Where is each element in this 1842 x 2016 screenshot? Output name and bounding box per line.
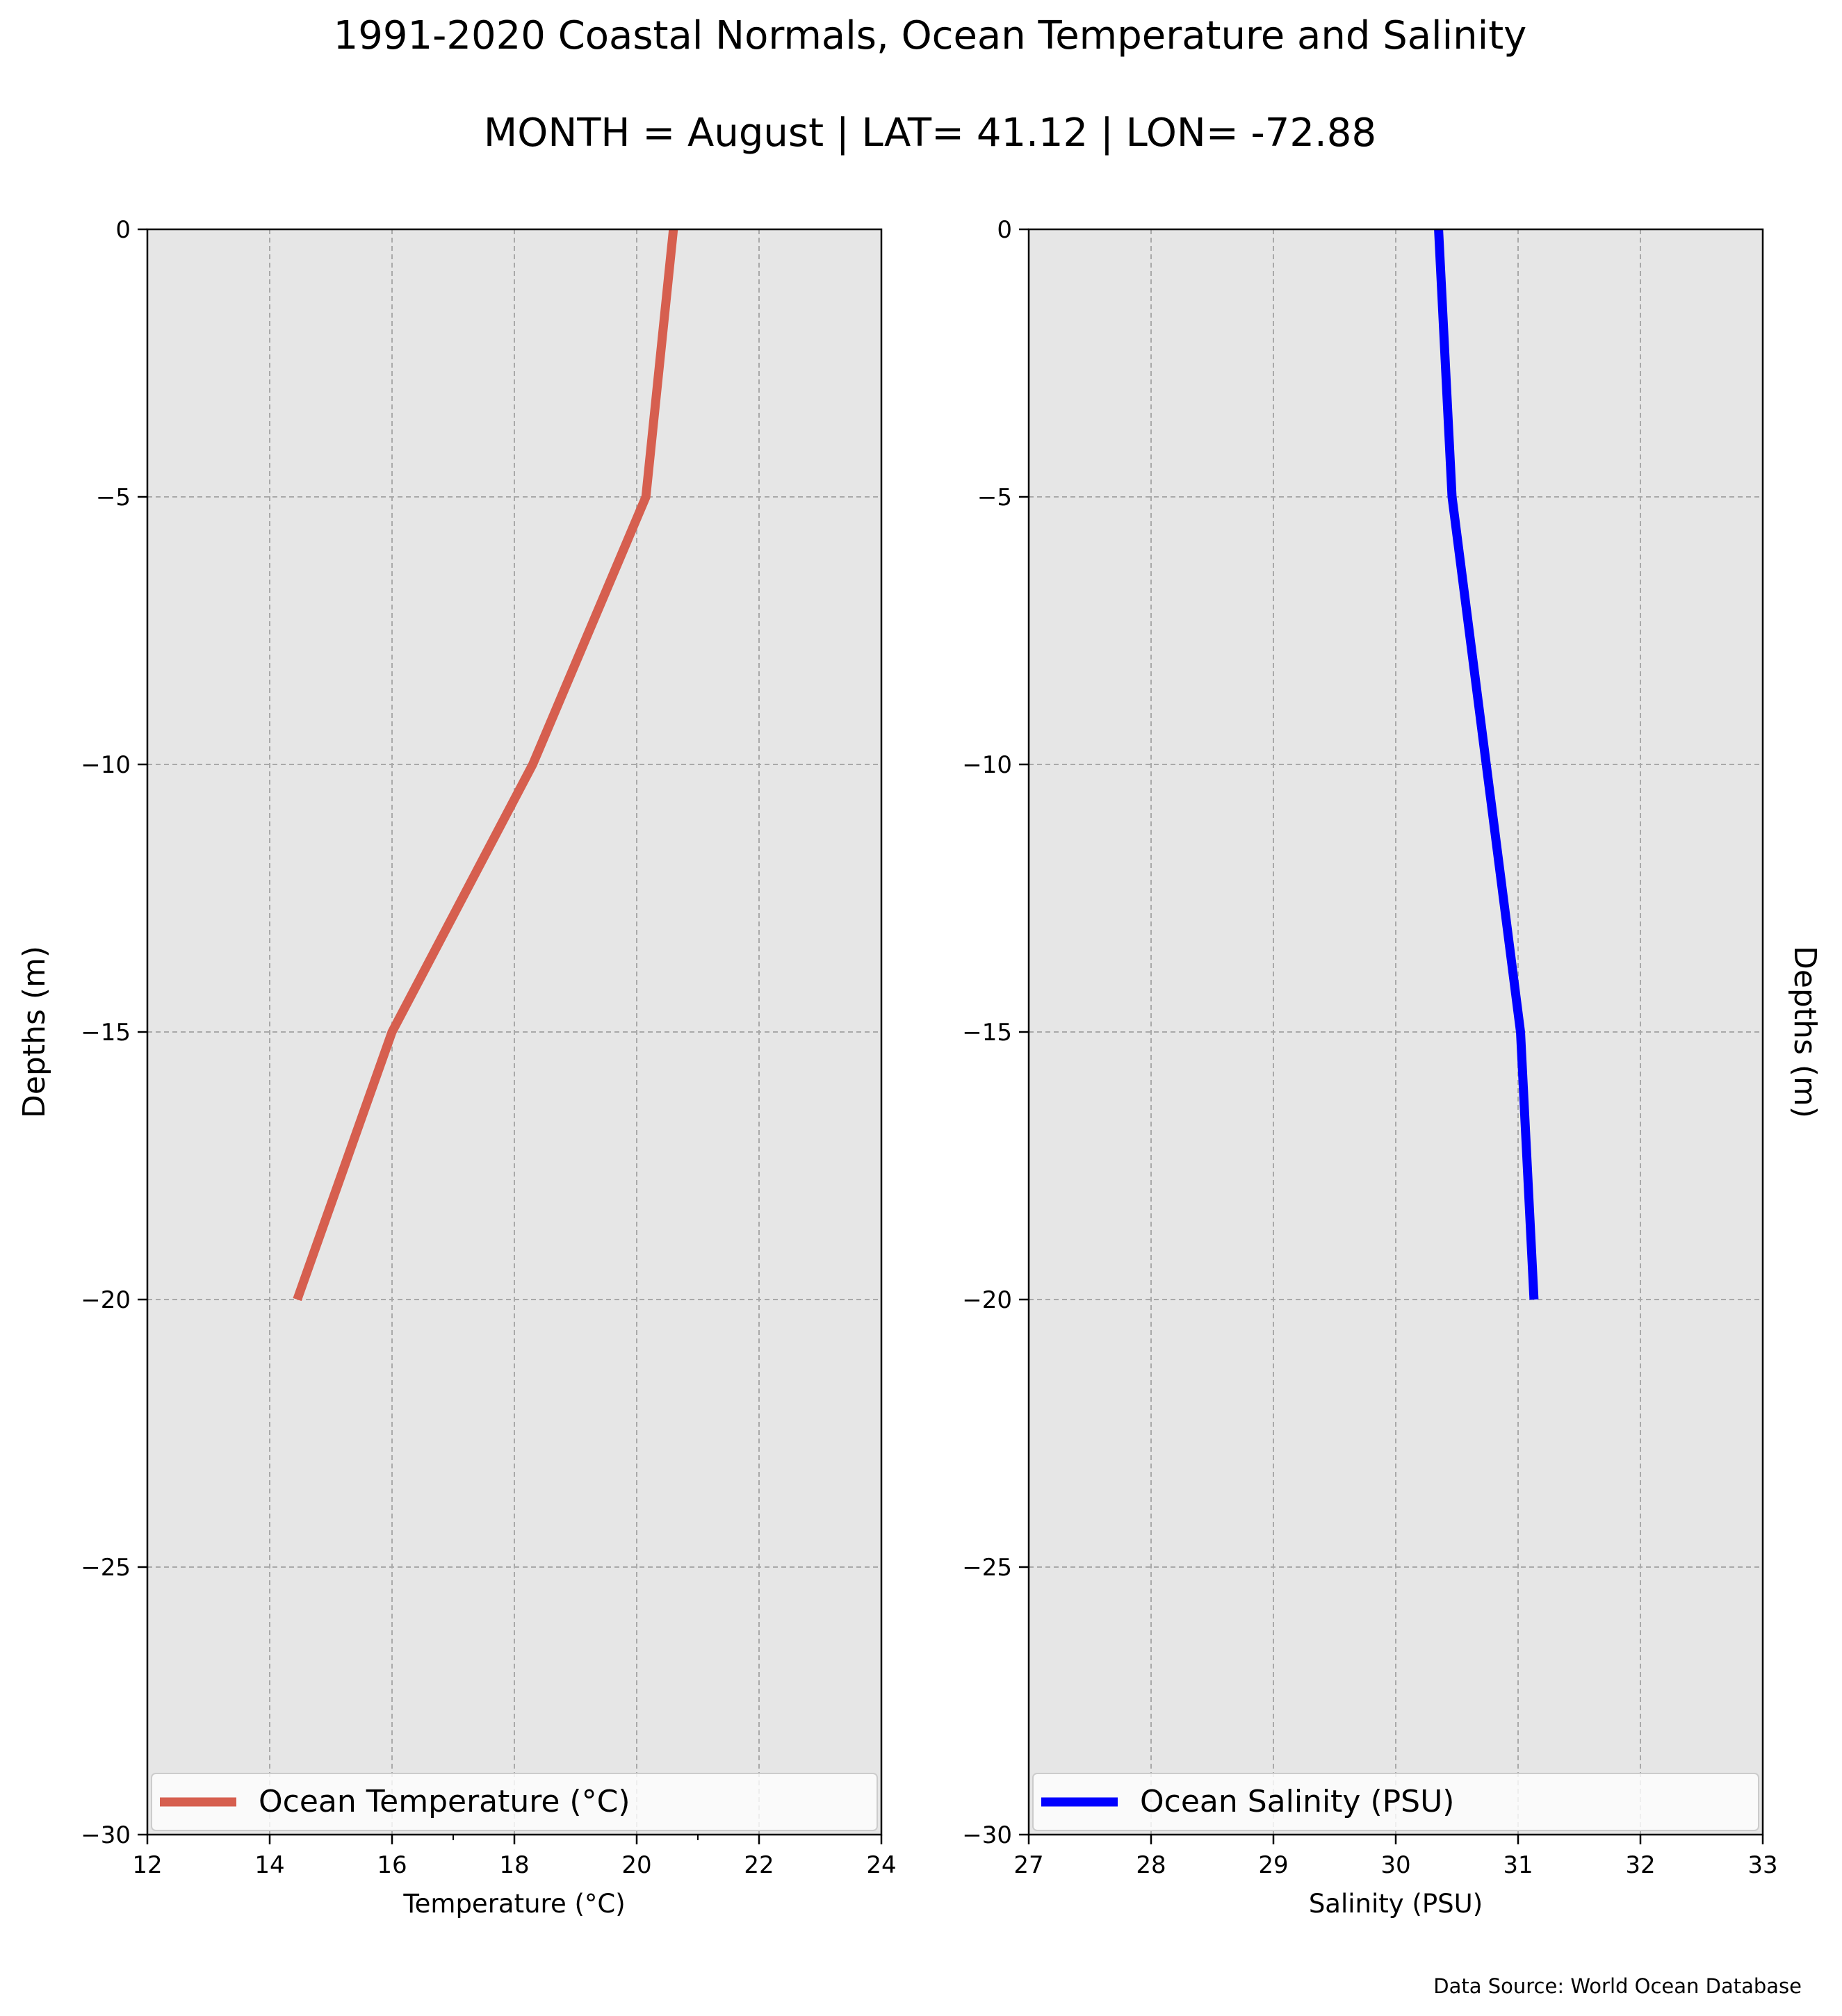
salinity-y-axis-label: Depths (m) <box>1787 946 1823 1118</box>
salinity-y-tick-label-2: −10 <box>962 751 1012 779</box>
salinity-y-tick-label-6: −30 <box>962 1821 1012 1849</box>
temperature-x-tick-label-2: 16 <box>377 1851 407 1879</box>
salinity-panel: Ocean Salinity (PSU) 27 28 29 30 31 32 33 0 −5 −10… <box>962 216 1823 1919</box>
salinity-data-point-2 <box>1485 764 1487 765</box>
salinity-x-tick-label-3: 30 <box>1380 1851 1410 1879</box>
temperature-x-axis-label: Temperature (°C) <box>402 1889 625 1919</box>
temperature-y-tick-label-6: −30 <box>81 1821 131 1849</box>
salinity-x-tick-label-2: 29 <box>1258 1851 1288 1879</box>
salinity-data-point-1 <box>1451 496 1453 498</box>
temperature-y-tick-label-1: −5 <box>96 484 131 511</box>
salinity-legend: Ocean Salinity (PSU) <box>1032 1773 1759 1831</box>
temperature-y-axis-label: Depths (m) <box>17 946 52 1118</box>
temperature-y-tick-label-0: 0 <box>115 216 131 244</box>
temperature-panel: Ocean Temperature (°C) 12 14 16 18 20 22 24 0 −5 −… <box>17 216 897 1919</box>
salinity-x-axis-label: Salinity (PSU) <box>1309 1889 1483 1919</box>
temperature-x-tick-label-1: 14 <box>254 1851 284 1879</box>
salinity-x-tick-label-6: 33 <box>1747 1851 1777 1879</box>
salinity-y-tick-label-0: 0 <box>997 216 1012 244</box>
salinity-data-point-3 <box>1520 1031 1522 1033</box>
temperature-x-tick-label-5: 22 <box>744 1851 774 1879</box>
temperature-legend: Ocean Temperature (°C) <box>151 1773 878 1831</box>
temperature-x-tick-label-3: 18 <box>499 1851 529 1879</box>
salinity-x-tick-label-5: 32 <box>1625 1851 1655 1879</box>
salinity-y-tick-label-4: −20 <box>962 1286 1012 1314</box>
temperature-y-tick-label-5: −25 <box>81 1554 131 1582</box>
temperature-y-tick-label-3: −15 <box>81 1019 131 1047</box>
temperature-y-tick-label-4: −20 <box>81 1286 131 1314</box>
figure-title: 1991-2020 Coastal Normals, Ocean Tempera… <box>334 13 1527 58</box>
temperature-y-tick-label-2: −10 <box>81 751 131 779</box>
temperature-legend-label-0: Ocean Temperature (°C) <box>259 1784 630 1819</box>
temperature-data-point-3 <box>391 1031 393 1033</box>
data-source-note: Data Source: World Ocean Database <box>1433 1974 1802 1998</box>
temperature-x-tick-label-0: 12 <box>132 1851 162 1879</box>
salinity-y-tick-label-3: −15 <box>962 1019 1012 1047</box>
temperature-data-point-2 <box>532 764 533 765</box>
salinity-x-tick-label-0: 27 <box>1013 1851 1043 1879</box>
salinity-legend-box <box>1032 1773 1759 1831</box>
salinity-y-tick-label-1: −5 <box>977 484 1012 511</box>
salinity-x-tick-label-4: 31 <box>1503 1851 1533 1879</box>
salinity-x-tick-label-1: 28 <box>1136 1851 1166 1879</box>
salinity-y-tick-label-5: −25 <box>962 1554 1012 1582</box>
temperature-legend-box <box>151 1773 878 1831</box>
temperature-x-tick-label-6: 24 <box>866 1851 896 1879</box>
salinity-legend-label-0: Ocean Salinity (PSU) <box>1140 1784 1454 1819</box>
figure-subtitle: MONTH = August | LAT= 41.12 | LON= -72.8… <box>484 110 1376 156</box>
temperature-x-tick-label-4: 20 <box>621 1851 651 1879</box>
